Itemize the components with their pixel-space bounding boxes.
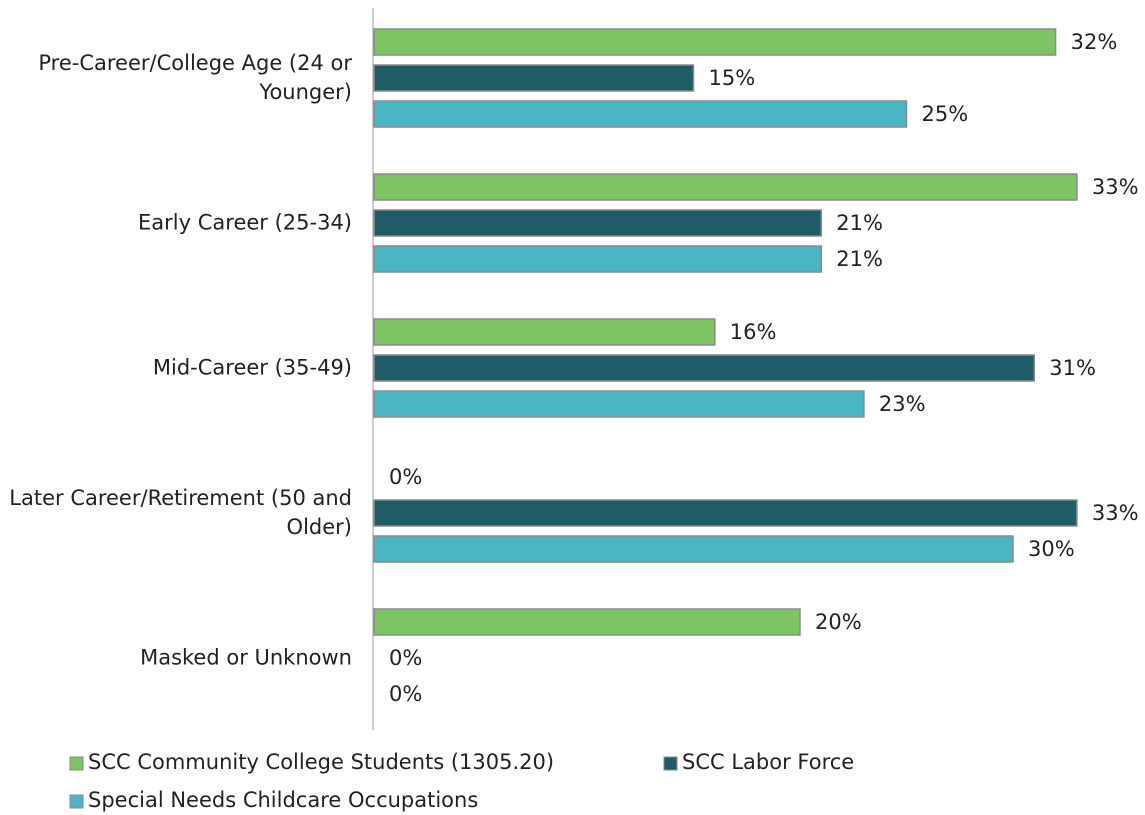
bar [373,318,716,346]
data-label: 32% [1071,30,1118,54]
data-label: 21% [836,247,883,271]
bar [373,64,695,92]
bar [373,608,801,636]
legend-swatch [69,794,84,809]
bar [373,535,1014,563]
category-label: Masked or Unknown [140,645,352,670]
data-label: 33% [1092,501,1139,525]
data-label: 31% [1049,356,1096,380]
data-label: 16% [730,320,777,344]
data-label: 20% [815,610,862,634]
bar [373,209,823,237]
legend-label: Special Needs Childcare Occupations [88,788,478,812]
bar [373,100,908,128]
bar [373,28,1057,56]
category-label: Pre-Career/College Age (24 or Younger) [38,51,352,104]
legend-swatch [69,756,84,771]
data-label: 23% [879,392,926,416]
bar [373,499,1078,527]
data-label: 0% [389,646,422,670]
legend-label: SCC Labor Force [682,750,854,774]
data-label: 25% [922,102,969,126]
bar [373,390,865,418]
category-label: Mid-Career (35-49) [152,355,352,380]
data-label: 30% [1028,537,1075,561]
data-label: 0% [389,682,422,706]
data-label: 21% [836,211,883,235]
bar [373,245,823,273]
data-label: 15% [709,66,756,90]
category-label: Early Career (25-34) [138,210,352,235]
bar [373,173,1078,201]
legend-label: SCC Community College Students (1305.20) [88,750,554,774]
bar [373,354,1036,382]
category-label: Later Career/Retirement (50 and Older) [9,486,352,539]
data-label: 0% [389,465,422,489]
legend-swatch [663,756,678,771]
data-label: 33% [1092,175,1139,199]
